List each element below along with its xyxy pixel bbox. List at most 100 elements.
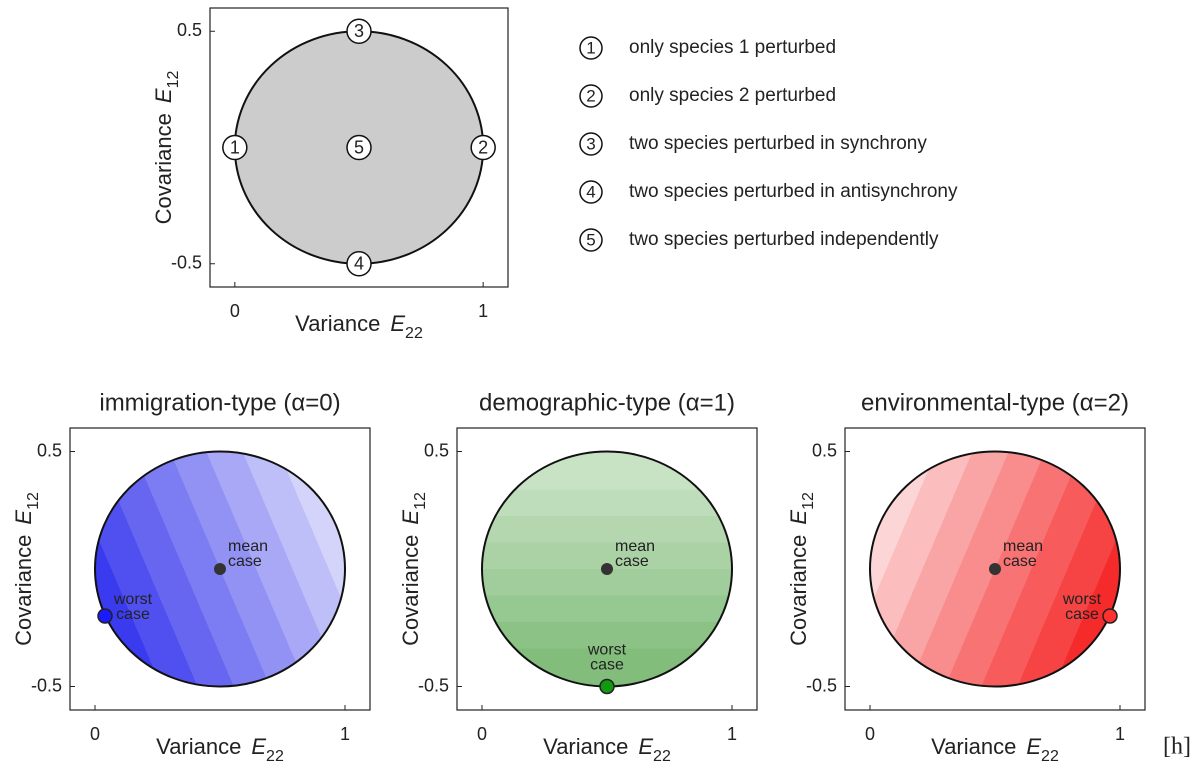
x-axis-symbol: E — [1026, 734, 1041, 759]
legend-text: only species 2 perturbed — [629, 85, 836, 106]
legend-text: two species perturbed independently — [629, 229, 939, 250]
x-axis-subscript: 22 — [1041, 748, 1059, 765]
y-axis-subscript: 12 — [800, 492, 817, 510]
x-tick-label: 1 — [1115, 724, 1125, 744]
y-axis-name: Covariance — [398, 535, 423, 646]
y-axis-symbol: E — [398, 510, 423, 525]
x-axis-name: Variance — [156, 734, 241, 759]
point-marker — [470, 134, 496, 161]
y-tick-label: 0.5 — [812, 440, 837, 460]
point-marker — [1102, 608, 1118, 624]
legend-text: only species 1 perturbed — [629, 37, 836, 58]
point-annotation: worst — [113, 591, 153, 608]
legend-symbol-label: 4 — [586, 182, 595, 201]
legend-text: two species perturbed in synchrony — [629, 133, 927, 154]
point-annotation: case — [116, 606, 150, 623]
x-axis-symbol: E — [390, 311, 405, 336]
legend-symbol-label: 5 — [586, 230, 595, 249]
point-marker — [214, 563, 226, 575]
legend-text: two species perturbed in antisynchrony — [629, 181, 958, 202]
x-axis-name: Variance — [295, 311, 380, 336]
x-axis-label: Variance E22 — [156, 734, 284, 765]
y-axis-subscript: 12 — [25, 492, 42, 510]
y-axis-label: Covariance E12 — [786, 492, 817, 646]
point-annotation: case — [228, 553, 262, 570]
y-tick-label: -0.5 — [171, 253, 202, 273]
y-axis-symbol: E — [786, 510, 811, 525]
panel-title: demographic-type (α=1) — [479, 389, 735, 416]
x-tick-label: 1 — [727, 724, 737, 744]
x-tick-label: 0 — [477, 724, 487, 744]
x-axis-label: Variance E22 — [931, 734, 1059, 765]
y-axis-name: Covariance — [786, 535, 811, 646]
x-axis-symbol: E — [638, 734, 653, 759]
x-axis-label: Variance E22 — [543, 734, 671, 765]
x-axis-name: Variance — [543, 734, 628, 759]
x-tick-label: 1 — [340, 724, 350, 744]
x-axis-subscript: 22 — [266, 748, 284, 765]
y-tick-label: 0.5 — [424, 440, 449, 460]
y-axis-label: Covariance E12 — [398, 492, 429, 646]
point-annotation: mean — [1003, 538, 1043, 555]
point-marker — [97, 608, 113, 624]
panel-title: immigration-type (α=0) — [99, 389, 340, 416]
point-marker — [346, 18, 372, 44]
y-tick-label: -0.5 — [31, 675, 62, 695]
point-marker — [601, 563, 613, 575]
panel-label: [h] — [1163, 734, 1191, 760]
y-tick-label: -0.5 — [806, 675, 837, 695]
point-annotation: mean — [615, 538, 655, 555]
point-annotation: case — [1065, 606, 1099, 623]
legend-symbol — [579, 180, 603, 204]
y-axis-subscript: 12 — [412, 492, 429, 510]
panel-title: environmental-type (α=2) — [861, 389, 1129, 416]
x-axis-label: Variance E22 — [295, 311, 423, 342]
legend-symbol — [579, 36, 603, 60]
legend-symbol-label: 1 — [586, 38, 595, 57]
x-tick-label: 1 — [478, 301, 488, 321]
legend-symbol — [579, 132, 603, 156]
y-tick-label: 0.5 — [177, 20, 202, 40]
x-tick-label: 0 — [865, 724, 875, 744]
point-marker — [346, 134, 372, 161]
point-label: 5 — [354, 137, 364, 157]
x-axis-symbol: E — [251, 734, 266, 759]
point-annotation: case — [615, 553, 649, 570]
y-axis-label: Covariance E12 — [11, 492, 42, 646]
x-tick-label: 0 — [90, 724, 100, 744]
x-axis-name: Variance — [931, 734, 1016, 759]
x-axis-subscript: 22 — [405, 325, 423, 342]
point-label: 2 — [478, 137, 488, 157]
point-annotation: case — [590, 657, 624, 674]
y-axis-subscript: 12 — [165, 71, 182, 89]
y-axis-label: Covariance E12 — [151, 71, 182, 225]
point-annotation: worst — [1062, 591, 1102, 608]
point-annotation: mean — [228, 538, 268, 555]
x-tick-label: 0 — [230, 301, 240, 321]
point-marker — [222, 134, 248, 161]
y-tick-label: -0.5 — [418, 675, 449, 695]
y-axis-symbol: E — [151, 88, 176, 103]
y-tick-label: 0.5 — [37, 440, 62, 460]
legend-symbol — [579, 84, 603, 108]
y-axis-name: Covariance — [151, 113, 176, 224]
point-label: 3 — [354, 21, 364, 41]
point-marker — [346, 251, 372, 277]
legend-symbol-label: 3 — [586, 134, 595, 153]
legend-symbol-label: 2 — [586, 86, 595, 105]
point-marker — [599, 678, 615, 695]
x-axis-subscript: 22 — [653, 748, 671, 765]
legend-symbol — [579, 228, 603, 252]
point-marker — [989, 563, 1001, 575]
point-label: 4 — [354, 254, 364, 274]
y-axis-symbol: E — [11, 510, 36, 525]
y-axis-name: Covariance — [11, 535, 36, 646]
point-annotation: worst — [587, 642, 627, 659]
point-annotation: case — [1003, 553, 1037, 570]
point-label: 1 — [230, 137, 240, 157]
